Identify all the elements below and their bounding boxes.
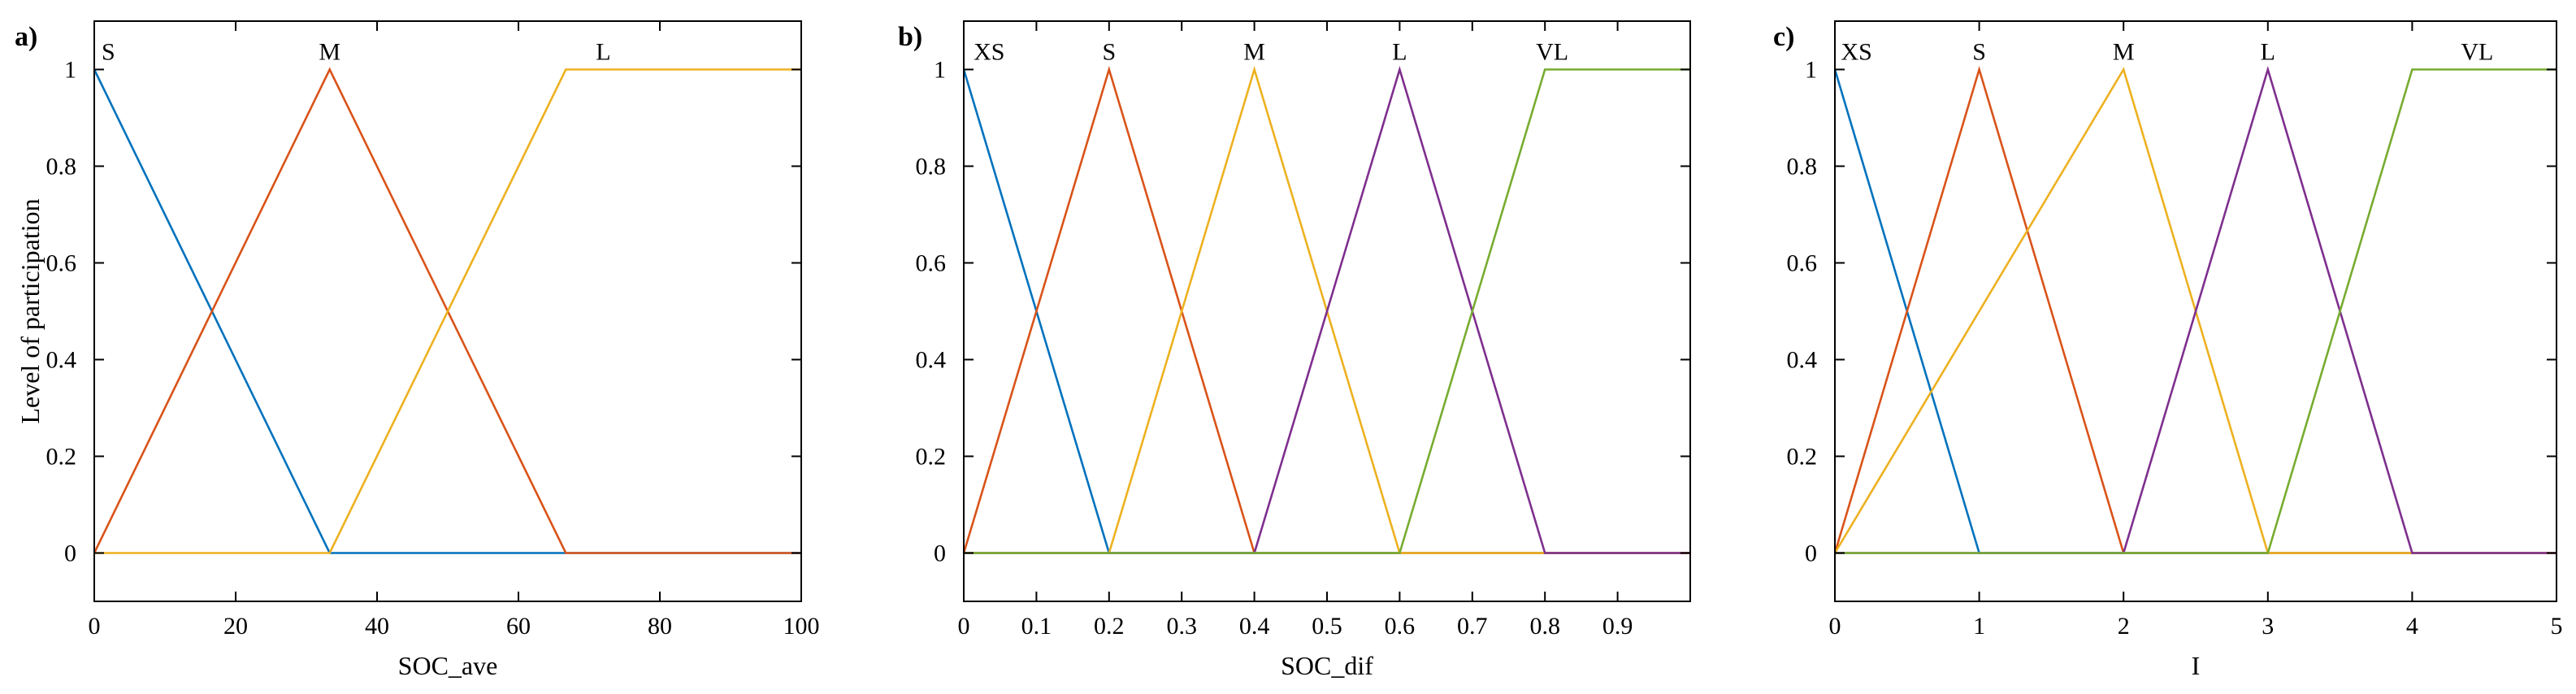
- x-axis-label: SOC_ave: [398, 651, 498, 680]
- x-tick-label: 0.8: [1529, 613, 1560, 640]
- y-tick-label: 0.4: [916, 347, 947, 374]
- y-tick-label: 1: [64, 57, 76, 84]
- y-tick-label: 0.2: [46, 444, 77, 471]
- y-tick-label: 0: [1805, 540, 1817, 567]
- panel-letter: b): [898, 22, 922, 52]
- curve-label-l: L: [1392, 39, 1407, 66]
- x-tick-label: 0.3: [1166, 613, 1197, 640]
- y-tick-label: 0: [934, 540, 946, 567]
- y-tick-label: 0.8: [46, 154, 77, 180]
- x-tick-label: 0.9: [1602, 613, 1633, 640]
- y-axis-label: Level of participation: [15, 198, 45, 423]
- curve-label-s: S: [1972, 39, 1986, 66]
- x-tick-label: 2: [2118, 613, 2130, 640]
- y-tick-label: 0.4: [1787, 347, 1818, 374]
- x-tick-label: 3: [2262, 613, 2274, 640]
- y-tick-label: 0.6: [1787, 250, 1818, 277]
- series-line-l: [964, 65, 1690, 554]
- y-tick-label: 1: [1805, 57, 1817, 84]
- x-tick-label: 0: [1829, 613, 1841, 640]
- x-tick-label: 100: [783, 613, 820, 640]
- y-tick-label: 0.6: [46, 250, 77, 277]
- x-tick-label: 40: [365, 613, 389, 640]
- x-tick-label: 80: [648, 613, 672, 640]
- curve-label-xs: XS: [974, 39, 1004, 66]
- x-tick-label: 5: [2551, 613, 2563, 640]
- y-tick-label: 0.2: [1787, 444, 1818, 471]
- y-tick-label: 1: [934, 57, 946, 84]
- panel-c-current: 0 1 2 3 4 5 0 0.2 0.4 0.6 0.8 1 Ic) XS S M L VL: [1773, 20, 2563, 680]
- x-tick-label: 0.6: [1385, 613, 1416, 640]
- curve-label-m: M: [1243, 39, 1265, 66]
- panel-letter: c): [1773, 22, 1794, 52]
- y-tick-label: 0.8: [1787, 154, 1818, 180]
- x-tick-label: 0.1: [1021, 613, 1052, 640]
- curve-label-m: M: [2113, 39, 2135, 66]
- x-tick-label: 0.2: [1094, 613, 1125, 640]
- y-tick-label: 0.4: [46, 347, 77, 374]
- curve-label-m: M: [319, 39, 340, 66]
- axes-box: [1834, 20, 2557, 602]
- x-tick-label: 4: [2406, 613, 2418, 640]
- panel-letter: a): [15, 22, 37, 52]
- x-tick-label: 1: [1973, 613, 1985, 640]
- curve-label-vl: VL: [1536, 39, 1568, 66]
- series-line-l: [94, 68, 801, 554]
- curve-label-s: S: [1102, 39, 1116, 66]
- panel-b-soc-dif: 0 0.1 0.2 0.3 0.4 0.5 0.6 0.7 0.8 0.9 0 0.2 0.4 0.6 0.…: [898, 20, 1691, 680]
- axes-box: [93, 20, 802, 602]
- x-tick-label: 60: [506, 613, 531, 640]
- y-tick-label: 0.6: [916, 250, 947, 277]
- series-line-vl: [1835, 68, 2556, 554]
- curve-label-l: L: [596, 39, 610, 66]
- series-line-l: [1835, 65, 2556, 554]
- x-axis-label: SOC_dif: [1281, 651, 1373, 680]
- x-tick-label: 0.7: [1457, 613, 1488, 640]
- x-tick-label: 0.4: [1239, 613, 1270, 640]
- curve-label-l: L: [2261, 39, 2275, 66]
- curve-label-vl: VL: [2461, 39, 2493, 66]
- x-tick-label: 20: [223, 613, 248, 640]
- x-tick-label: 0: [89, 613, 101, 640]
- curve-label-s: S: [102, 39, 115, 66]
- panel-a-soc-ave: 0 20 40 60 80 100 0 0.2 0.4 0.6 0.8 1 SOC_ave Level o…: [15, 20, 820, 680]
- x-tick-label: 0: [958, 613, 970, 640]
- curve-label-xs: XS: [1841, 39, 1871, 66]
- y-tick-label: 0: [64, 540, 76, 567]
- series-line-vl: [964, 68, 1690, 554]
- y-tick-label: 0.2: [916, 444, 947, 471]
- y-tick-label: 0.8: [916, 154, 947, 180]
- x-tick-label: 0.5: [1312, 613, 1342, 640]
- x-axis-label: I: [2192, 651, 2201, 680]
